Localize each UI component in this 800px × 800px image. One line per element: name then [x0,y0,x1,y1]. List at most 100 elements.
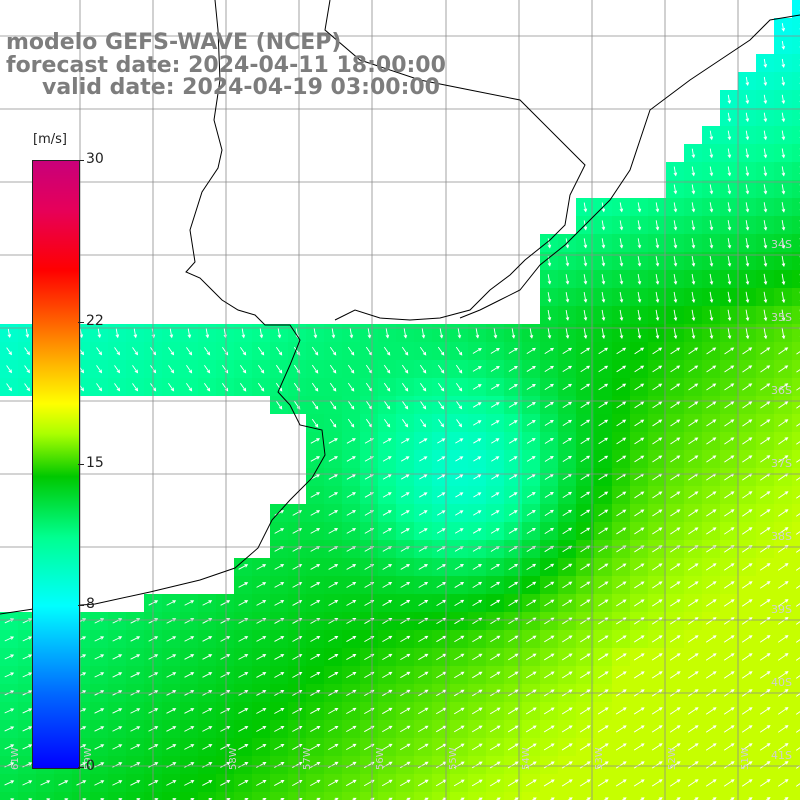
wind-arrow [759,635,771,643]
wind-arrow [310,672,321,678]
wind-arrow [438,401,445,410]
wind-arrow [655,273,660,285]
wind-arrow [580,419,591,427]
wind-arrow [616,527,627,535]
wind-arrow [652,383,663,391]
wind-arrow [544,383,554,390]
wind-arrow [347,346,355,356]
wind-arrow [275,400,283,410]
wind-arrow [383,400,391,410]
wind-arrow [727,184,732,195]
wind-arrow [655,220,660,231]
wind-arrow [436,564,446,570]
wind-arrow [189,798,195,800]
wind-arrow [329,400,337,410]
wind-arrow [472,599,483,607]
wind-arrow [238,708,249,714]
wind-arrow [347,364,355,374]
wind-arrow [763,237,768,249]
wind-arrow [525,743,537,751]
wind-cell [792,504,800,522]
wind-arrow [652,401,663,409]
wind-arrow [580,455,591,463]
wind-arrow [651,671,663,679]
wind-arrow [544,419,554,426]
longitude-label: 53W [594,747,605,770]
wind-arrow [709,255,714,267]
wind-arrow [615,635,627,643]
wind-arrow [274,726,285,732]
wind-arrow [601,256,606,267]
wind-cell [540,792,558,800]
wind-arrow [220,780,231,786]
wind-arrow [634,401,645,409]
wind-arrow [759,779,771,787]
wind-arrow [384,418,391,428]
wind-arrow [655,291,660,303]
wind-arrow [795,747,800,751]
wind-arrow [705,761,717,769]
wind-arrow [310,528,321,534]
wind-arrow [491,456,500,462]
wind-arrow [491,474,500,480]
wind-arrow [601,238,606,249]
wind-cell [126,792,144,800]
wind-arrow [724,383,735,391]
wind-arrow [333,797,339,800]
wind-arrow [437,474,446,480]
wind-arrow [453,761,465,769]
wind-arrow [507,779,519,787]
wind-arrow [562,347,573,355]
wind-arrow [491,492,500,498]
wind-arrow [778,437,789,445]
wind-arrow [401,382,409,392]
wind-arrow [346,600,357,606]
wind-arrow [579,743,591,751]
wind-arrow [328,582,339,588]
wind-arrow [687,599,699,607]
wind-arrow [507,707,519,715]
wind-arrow [347,400,355,410]
wind-arrow [778,401,789,409]
wind-cell [774,792,792,800]
wind-arrow [597,671,609,679]
wind-arrow [795,711,800,715]
wind-arrow [580,365,591,373]
wind-arrow [583,292,588,303]
wind-arrow [781,94,786,105]
wind-arrow [547,327,552,339]
wind-arrow [168,365,175,374]
wind-arrow [471,743,483,751]
wind-arrow [490,653,501,661]
wind-arrow [400,653,411,661]
wind-arrow [279,797,285,800]
wind-arrow [310,438,321,444]
wind-arrow [186,383,193,392]
wind-arrow [781,148,786,159]
wind-arrow [562,419,573,427]
wind-arrow [727,220,732,231]
wind-cell [792,288,800,306]
wind-arrow [705,617,717,625]
wind-arrow [454,635,465,643]
wind-arrow [490,528,500,534]
wind-arrow [169,328,174,339]
wind-arrow [509,474,518,480]
wind-arrow [238,672,249,678]
wind-arrow [472,653,483,661]
wind-arrow [547,310,552,321]
wind-arrow [436,528,446,534]
wind-arrow [418,510,428,516]
wind-arrow [669,635,681,643]
wind-arrow [652,491,663,499]
wind-arrow [132,365,139,374]
wind-arrow [292,636,303,642]
wind-arrow [544,491,554,498]
wind-arrow [673,273,678,285]
wind-arrow [168,383,175,392]
wind-arrow [687,617,699,625]
wind-arrow [724,347,735,355]
wind-arrow [597,743,609,751]
wind-arrow [526,653,537,661]
